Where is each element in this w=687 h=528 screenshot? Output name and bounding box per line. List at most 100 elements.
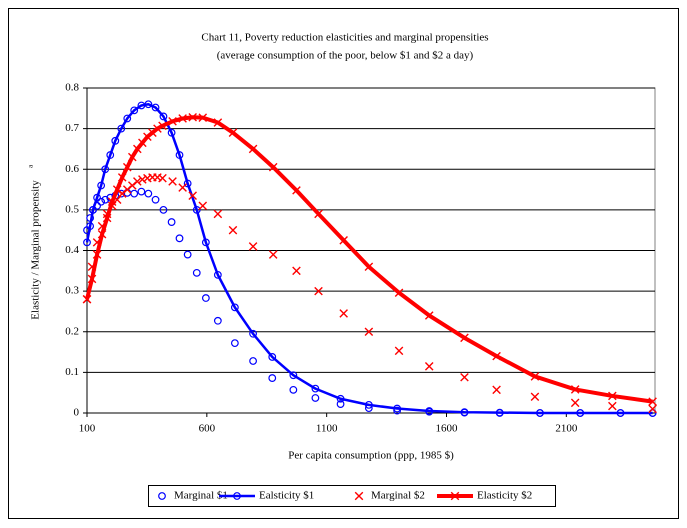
marker	[167, 218, 176, 226]
marker	[608, 401, 617, 411]
marker	[192, 268, 201, 277]
marker	[536, 409, 544, 417]
marker	[339, 236, 348, 245]
marker	[364, 262, 374, 272]
marker	[460, 372, 469, 382]
y-tick-label: 0.3	[65, 285, 79, 297]
marker	[314, 286, 323, 296]
marker	[213, 118, 223, 127]
marker	[364, 400, 373, 409]
marker	[188, 191, 197, 200]
marker	[268, 353, 277, 361]
marker	[249, 357, 257, 365]
x-axis-label: Per capita consumption (ppp, 1985 $)	[288, 450, 454, 462]
marker	[292, 186, 301, 195]
y-tick-label: 0.8	[65, 82, 79, 94]
marker	[167, 128, 176, 137]
marker	[268, 250, 278, 259]
marker	[228, 225, 238, 235]
marker	[530, 392, 540, 402]
marker	[117, 173, 127, 182]
marker	[183, 250, 192, 259]
marker	[97, 197, 106, 206]
marker	[424, 361, 434, 371]
marker	[168, 177, 177, 186]
y-axis-label: Elasticity / Marginal propensity	[30, 180, 42, 320]
y-tick-label: 0.1	[65, 366, 79, 378]
marker	[616, 409, 625, 417]
x-tick-label: 1100	[316, 423, 338, 435]
marker	[138, 138, 147, 148]
marker	[570, 398, 580, 408]
x-tick-label: 600	[199, 423, 216, 435]
legend-box	[148, 485, 556, 507]
marker	[137, 187, 146, 196]
marker	[201, 294, 210, 302]
marker	[648, 397, 657, 406]
marker	[122, 162, 132, 172]
marker	[339, 309, 348, 318]
x-tick-label: 1600	[435, 423, 458, 435]
x-tick-label: 100	[79, 423, 96, 435]
marker	[130, 189, 139, 198]
marker	[106, 151, 115, 159]
marker	[86, 222, 95, 231]
marker	[393, 404, 402, 413]
marker	[213, 209, 223, 219]
marker	[576, 409, 585, 417]
marker	[117, 124, 126, 133]
marker	[424, 311, 434, 320]
marker	[570, 385, 580, 394]
marker	[336, 394, 345, 403]
y-tick-label: 0.2	[65, 325, 79, 337]
marker	[93, 193, 101, 202]
marker	[101, 165, 110, 174]
marker	[213, 270, 222, 279]
marker	[175, 151, 184, 159]
marker	[178, 114, 187, 123]
y-axis-label-note: a	[27, 164, 35, 168]
marker	[123, 114, 132, 123]
y-tick-label: 0	[74, 407, 80, 419]
marker	[201, 238, 210, 247]
y-tick-label: 0.4	[65, 244, 79, 256]
marker	[530, 372, 540, 381]
marker	[648, 404, 657, 414]
marker	[102, 213, 112, 223]
marker	[314, 209, 323, 219]
marker	[159, 205, 168, 214]
marker	[394, 346, 404, 356]
marker	[364, 327, 374, 337]
y-tick-label: 0.5	[65, 203, 79, 215]
marker	[92, 250, 102, 259]
marker	[289, 385, 298, 394]
marker	[87, 274, 97, 284]
marker	[249, 329, 257, 338]
marker	[151, 195, 160, 204]
marker	[82, 294, 92, 304]
marker	[198, 113, 208, 122]
marker	[89, 205, 97, 214]
marker	[158, 121, 167, 131]
legend-marker	[233, 492, 241, 500]
y-tick-label: 0.6	[65, 163, 79, 175]
marker	[198, 201, 208, 211]
marker	[192, 205, 201, 214]
chart-subtitle: (average consumption of the poor, below …	[217, 50, 474, 62]
legend-label: Elasticity $2	[477, 490, 532, 502]
marker	[292, 266, 301, 276]
legend-marker	[354, 491, 364, 501]
marker	[112, 185, 122, 194]
marker	[128, 152, 137, 162]
marker	[101, 195, 110, 204]
marker	[151, 103, 160, 112]
marker	[107, 197, 117, 207]
marker	[492, 385, 501, 395]
y-tick-label: 0.7	[65, 122, 79, 134]
marker	[268, 374, 277, 382]
marker	[228, 128, 238, 137]
marker	[492, 351, 501, 361]
marker	[188, 112, 197, 122]
marker	[213, 316, 222, 325]
